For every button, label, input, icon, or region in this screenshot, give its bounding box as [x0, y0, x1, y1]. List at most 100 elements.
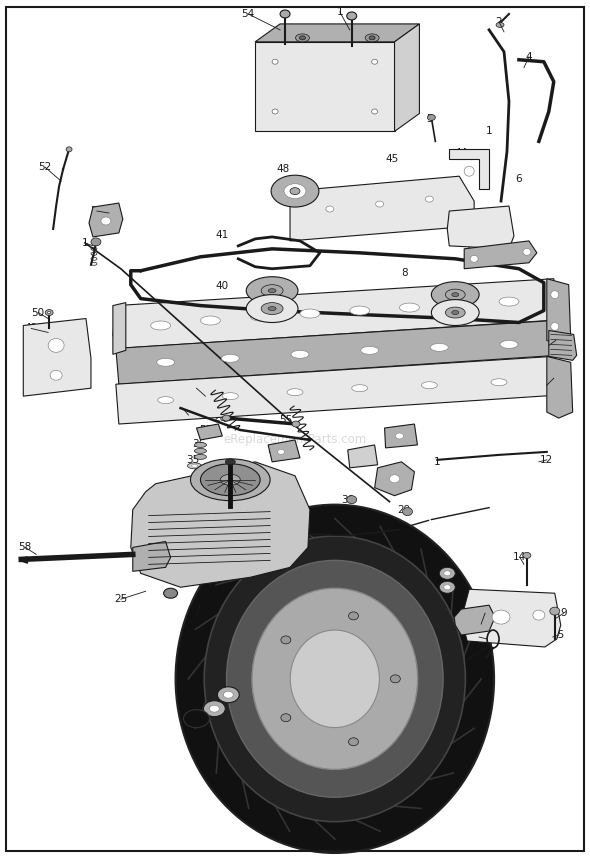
Ellipse shape: [369, 36, 375, 39]
Ellipse shape: [201, 316, 220, 325]
Ellipse shape: [290, 188, 300, 195]
Text: 52: 52: [38, 162, 52, 172]
Ellipse shape: [444, 571, 451, 576]
Text: 17: 17: [478, 608, 491, 618]
Text: 43: 43: [361, 206, 374, 216]
Ellipse shape: [350, 306, 370, 315]
Text: 12: 12: [540, 455, 553, 465]
Text: 49: 49: [25, 323, 38, 334]
Ellipse shape: [349, 612, 359, 619]
Ellipse shape: [349, 738, 359, 746]
Ellipse shape: [470, 256, 478, 263]
Polygon shape: [255, 24, 419, 42]
Text: 58: 58: [19, 542, 32, 553]
Polygon shape: [268, 440, 300, 462]
Text: 26: 26: [190, 610, 203, 620]
Text: 11: 11: [547, 373, 560, 384]
Ellipse shape: [292, 421, 300, 427]
Text: 6: 6: [516, 174, 522, 184]
Text: 56: 56: [289, 351, 303, 361]
Polygon shape: [133, 541, 171, 571]
Text: 20: 20: [453, 577, 466, 586]
Text: 39: 39: [261, 322, 275, 331]
Ellipse shape: [395, 433, 404, 439]
Ellipse shape: [224, 692, 233, 698]
Ellipse shape: [352, 384, 368, 391]
Text: 40: 40: [437, 359, 450, 368]
Ellipse shape: [496, 22, 504, 27]
Ellipse shape: [445, 307, 465, 318]
Ellipse shape: [246, 294, 298, 323]
Ellipse shape: [287, 389, 303, 396]
Text: 23: 23: [202, 699, 215, 710]
Text: 34: 34: [267, 445, 281, 455]
Ellipse shape: [268, 288, 276, 293]
Ellipse shape: [431, 281, 479, 307]
Ellipse shape: [250, 312, 270, 321]
Text: 4: 4: [526, 51, 532, 62]
Text: 24: 24: [178, 708, 191, 717]
Text: 31: 31: [381, 468, 394, 479]
Ellipse shape: [291, 350, 309, 359]
Text: 30: 30: [341, 495, 355, 505]
Polygon shape: [23, 318, 91, 396]
Polygon shape: [385, 424, 417, 448]
Ellipse shape: [300, 309, 320, 318]
Ellipse shape: [440, 581, 455, 593]
Ellipse shape: [326, 206, 334, 212]
Ellipse shape: [209, 705, 219, 712]
Polygon shape: [464, 241, 537, 269]
Ellipse shape: [449, 300, 469, 309]
Ellipse shape: [360, 347, 379, 354]
Ellipse shape: [372, 109, 378, 114]
Text: 15: 15: [552, 630, 565, 640]
Text: 29: 29: [397, 505, 410, 515]
Ellipse shape: [389, 474, 399, 483]
Ellipse shape: [272, 59, 278, 64]
Text: eReplacementParts.com: eReplacementParts.com: [224, 433, 366, 446]
Ellipse shape: [222, 393, 238, 400]
Polygon shape: [547, 356, 573, 418]
Text: 1: 1: [336, 7, 343, 17]
Ellipse shape: [281, 714, 291, 722]
Text: 28: 28: [333, 535, 346, 545]
Ellipse shape: [365, 33, 379, 42]
Text: 55: 55: [280, 415, 293, 425]
Text: 18: 18: [473, 632, 486, 642]
Ellipse shape: [66, 147, 72, 152]
Text: 2: 2: [496, 17, 502, 27]
Ellipse shape: [296, 33, 309, 42]
Text: 42: 42: [461, 214, 474, 224]
Ellipse shape: [48, 338, 64, 353]
Text: 47: 47: [346, 189, 359, 199]
Ellipse shape: [402, 508, 412, 516]
Ellipse shape: [261, 285, 283, 297]
Polygon shape: [375, 462, 414, 496]
Ellipse shape: [452, 311, 459, 315]
Text: 10: 10: [549, 335, 562, 346]
Text: 8: 8: [401, 268, 408, 278]
Ellipse shape: [191, 459, 270, 501]
Text: 41: 41: [216, 230, 229, 240]
Ellipse shape: [440, 567, 455, 579]
Text: 28: 28: [214, 413, 227, 423]
Ellipse shape: [195, 449, 206, 453]
Polygon shape: [547, 279, 571, 346]
Text: 14: 14: [513, 553, 526, 562]
Ellipse shape: [91, 238, 101, 246]
Ellipse shape: [376, 201, 384, 207]
Ellipse shape: [225, 459, 235, 465]
Text: 45: 45: [386, 154, 399, 164]
Ellipse shape: [183, 710, 209, 728]
Text: 48: 48: [277, 164, 290, 174]
Ellipse shape: [252, 589, 418, 770]
Text: 1: 1: [434, 456, 441, 467]
Text: 57: 57: [199, 425, 212, 435]
Ellipse shape: [280, 10, 290, 18]
Text: 5: 5: [426, 114, 432, 124]
Text: 44: 44: [454, 148, 468, 159]
Text: 21: 21: [271, 785, 285, 795]
Polygon shape: [113, 303, 126, 354]
Text: 32: 32: [349, 450, 362, 461]
Ellipse shape: [523, 553, 531, 559]
